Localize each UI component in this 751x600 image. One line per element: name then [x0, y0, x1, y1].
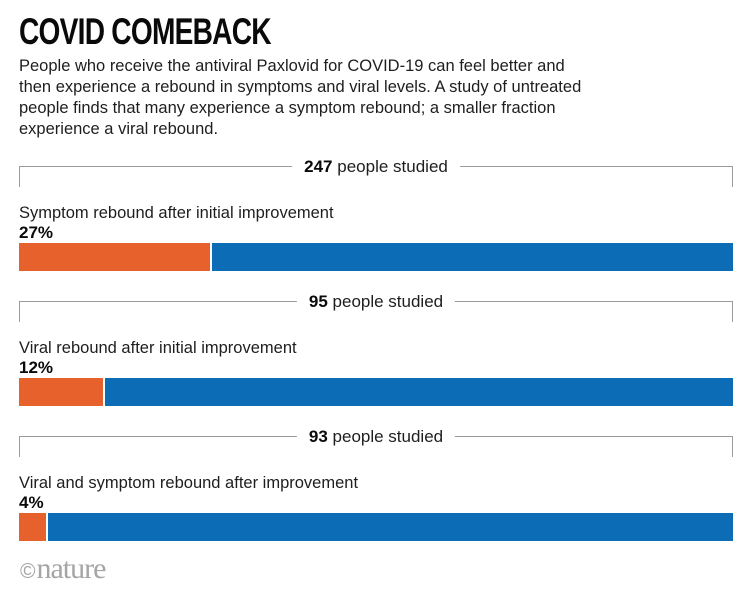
remainder-segment-blue: [211, 243, 733, 271]
people-count: 93: [308, 427, 328, 446]
rebound-bar: [19, 378, 733, 406]
remainder-segment-blue: [104, 378, 733, 406]
description-text: People who receive the antiviral Paxlovi…: [19, 57, 582, 138]
bar-group-viral-and-symptom-rebound: 93 people studied Viral and symptom rebo…: [19, 426, 733, 541]
bar-group-symptom-rebound: 247 people studied Symptom rebound after…: [19, 156, 733, 271]
people-count: 95: [308, 292, 328, 311]
page-title: COVID COMEBACK: [19, 11, 272, 52]
rebound-segment-orange: [19, 513, 48, 541]
sample-size-bracket: 95 people studied: [19, 291, 733, 322]
percent-value: 12%: [19, 358, 54, 377]
people-count: 247: [304, 157, 333, 176]
sample-size-label: 93 people studied: [296, 426, 456, 447]
remainder-segment-blue: [47, 513, 733, 541]
nature-logo: © nature: [20, 552, 733, 585]
rebound-segment-orange: [19, 378, 105, 406]
bar-label: Viral and symptom rebound after improvem…: [19, 474, 359, 492]
infographic: COVID COMEBACK People who receive the an…: [19, 11, 733, 585]
rebound-bar: [19, 513, 733, 541]
nature-wordmark: nature: [36, 552, 106, 585]
percent-value: 4%: [19, 493, 44, 512]
people-count-suffix: people studied: [337, 157, 448, 176]
bar-group-viral-rebound: 95 people studied Viral rebound after in…: [19, 291, 733, 406]
sample-size-bracket: 247 people studied: [19, 156, 733, 187]
percent-value: 27%: [19, 223, 54, 242]
people-count-suffix: people studied: [332, 292, 444, 311]
rebound-bar: [19, 243, 733, 271]
sample-size-label: 95 people studied: [296, 291, 456, 312]
people-count-suffix: people studied: [332, 427, 444, 446]
copyright-icon: ©: [20, 560, 36, 583]
bar-label: Symptom rebound after initial improvemen…: [19, 204, 334, 222]
sample-size-bracket: 93 people studied: [19, 426, 733, 457]
bar-label: Viral rebound after initial improvement: [19, 339, 297, 357]
rebound-segment-orange: [19, 243, 212, 271]
sample-size-label: 247 people studied: [292, 156, 460, 177]
